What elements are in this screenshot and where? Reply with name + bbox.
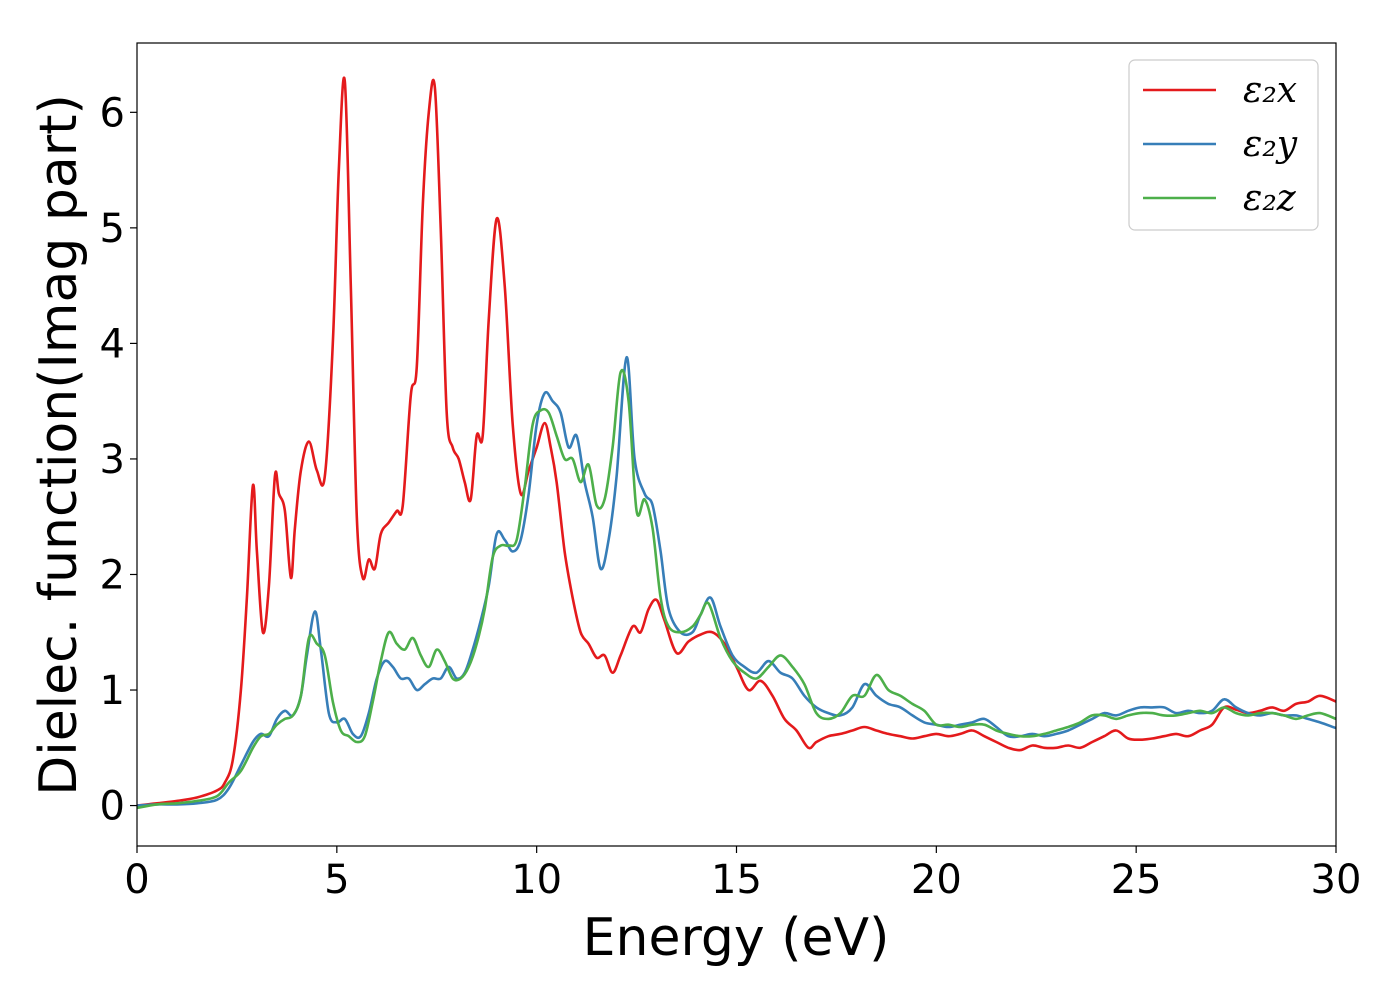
x-tick-label: 30	[1311, 857, 1362, 903]
y-tick-label: 4	[100, 321, 125, 367]
legend-label-2: ε₂y	[1243, 124, 1298, 165]
y-axis-label: Dielec. function(Imag part)	[29, 94, 89, 796]
x-tick-label: 25	[1111, 857, 1162, 903]
x-tick-label: 5	[324, 857, 349, 903]
legend-box	[1128, 59, 1319, 231]
x-tick-label: 0	[124, 857, 149, 903]
y-tick-label: 3	[100, 437, 125, 483]
legend: ε₂x ε₂y ε₂z	[1128, 59, 1319, 231]
y-tick-label: 0	[100, 784, 125, 830]
x-tick-label: 20	[911, 857, 962, 903]
series-line-3	[136, 369, 1337, 810]
y-tick-label: 6	[100, 90, 125, 136]
series-line-1	[136, 76, 1337, 807]
y-axis: 0 1 2 3 4 5 6	[100, 90, 137, 830]
x-tick-label: 10	[511, 857, 562, 903]
y-tick-label: 1	[100, 668, 125, 714]
x-tick-label: 15	[711, 857, 762, 903]
x-axis-label: Energy (eV)	[583, 908, 890, 968]
legend-label-3: ε₂z	[1243, 178, 1297, 219]
y-tick-label: 5	[100, 206, 125, 252]
x-axis: 0 5 10 15 20 25 30	[124, 846, 1361, 903]
legend-label-1: ε₂x	[1243, 70, 1297, 111]
series-layer	[136, 76, 1337, 810]
y-tick-label: 2	[100, 552, 125, 598]
